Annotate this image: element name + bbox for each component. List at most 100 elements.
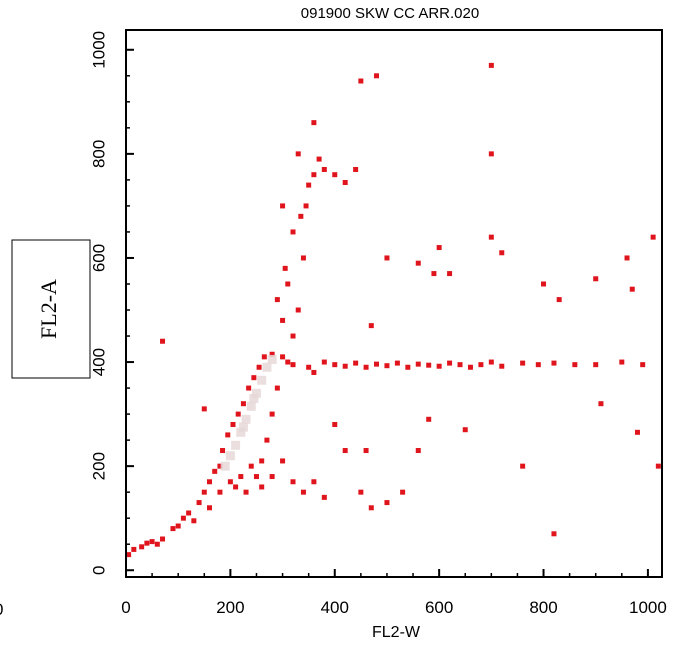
point (269, 411, 275, 417)
point (655, 463, 661, 469)
point (126, 552, 132, 558)
point (180, 515, 186, 521)
point (384, 255, 390, 261)
point (274, 385, 280, 391)
point (298, 213, 304, 219)
point (488, 359, 494, 365)
point (303, 203, 309, 209)
point (196, 500, 202, 506)
point (353, 360, 359, 366)
point (238, 474, 244, 480)
point (170, 526, 176, 532)
point (280, 354, 286, 360)
dense-point (251, 388, 261, 398)
point (280, 203, 286, 209)
point (280, 458, 286, 464)
point (139, 544, 145, 550)
point (499, 250, 505, 256)
point (368, 323, 374, 329)
dense-point (220, 461, 230, 471)
point (154, 541, 160, 547)
point (415, 448, 421, 454)
point (207, 505, 213, 511)
point (285, 281, 291, 287)
point (353, 166, 359, 172)
point (499, 363, 505, 369)
point (264, 437, 270, 443)
x-tick-label: 600 (425, 598, 453, 617)
point (520, 463, 526, 469)
point (274, 297, 280, 303)
dense-point (267, 354, 277, 364)
point (144, 540, 150, 546)
point (233, 484, 239, 490)
point (384, 500, 390, 506)
point (457, 362, 463, 368)
point (598, 401, 604, 407)
point (243, 489, 249, 495)
point (316, 156, 322, 162)
point (488, 151, 494, 157)
point (332, 172, 338, 178)
x-tick-label: 1000 (629, 598, 667, 617)
point (332, 422, 338, 428)
chart-title: 091900 SKW CC ARR.020 (301, 5, 479, 22)
point (269, 474, 275, 480)
point (535, 362, 541, 368)
point (285, 359, 291, 365)
y-tick-label: 600 (89, 244, 108, 272)
point (269, 351, 275, 357)
point (436, 363, 442, 369)
point (160, 536, 166, 542)
point (342, 363, 348, 369)
point (374, 361, 380, 367)
point (384, 363, 390, 369)
point (634, 429, 640, 435)
point (201, 489, 207, 495)
point (358, 489, 364, 495)
point (261, 354, 267, 360)
point (520, 360, 526, 366)
point (240, 401, 246, 407)
point (342, 448, 348, 454)
point (363, 364, 369, 370)
point (321, 166, 327, 172)
point (447, 360, 453, 366)
point (593, 362, 599, 368)
point (131, 546, 137, 552)
point (191, 518, 197, 524)
point (295, 151, 301, 157)
point (551, 531, 557, 537)
point (624, 255, 630, 261)
point (488, 234, 494, 240)
point (290, 479, 296, 485)
cut-label: 0 (0, 600, 3, 619)
dense-point (231, 440, 241, 450)
point (551, 360, 557, 366)
plot-frame (125, 29, 663, 578)
point (488, 62, 494, 68)
point (368, 505, 374, 511)
point (556, 297, 562, 303)
y-tick-label: 800 (89, 140, 108, 168)
point (467, 364, 473, 370)
point (220, 448, 226, 454)
point (462, 427, 468, 433)
point (431, 271, 437, 277)
x-tick-label: 0 (121, 598, 130, 617)
point (230, 422, 236, 428)
point (290, 362, 296, 368)
dense-point (225, 451, 235, 461)
x-tick-label: 200 (216, 598, 244, 617)
point (619, 359, 625, 365)
point (149, 539, 155, 545)
point (300, 255, 306, 261)
point (306, 364, 312, 370)
point (306, 182, 312, 188)
point (405, 364, 411, 370)
point (175, 523, 181, 529)
point (541, 281, 547, 287)
point (251, 375, 257, 381)
x-tick-label: 400 (321, 598, 349, 617)
point (295, 307, 301, 313)
